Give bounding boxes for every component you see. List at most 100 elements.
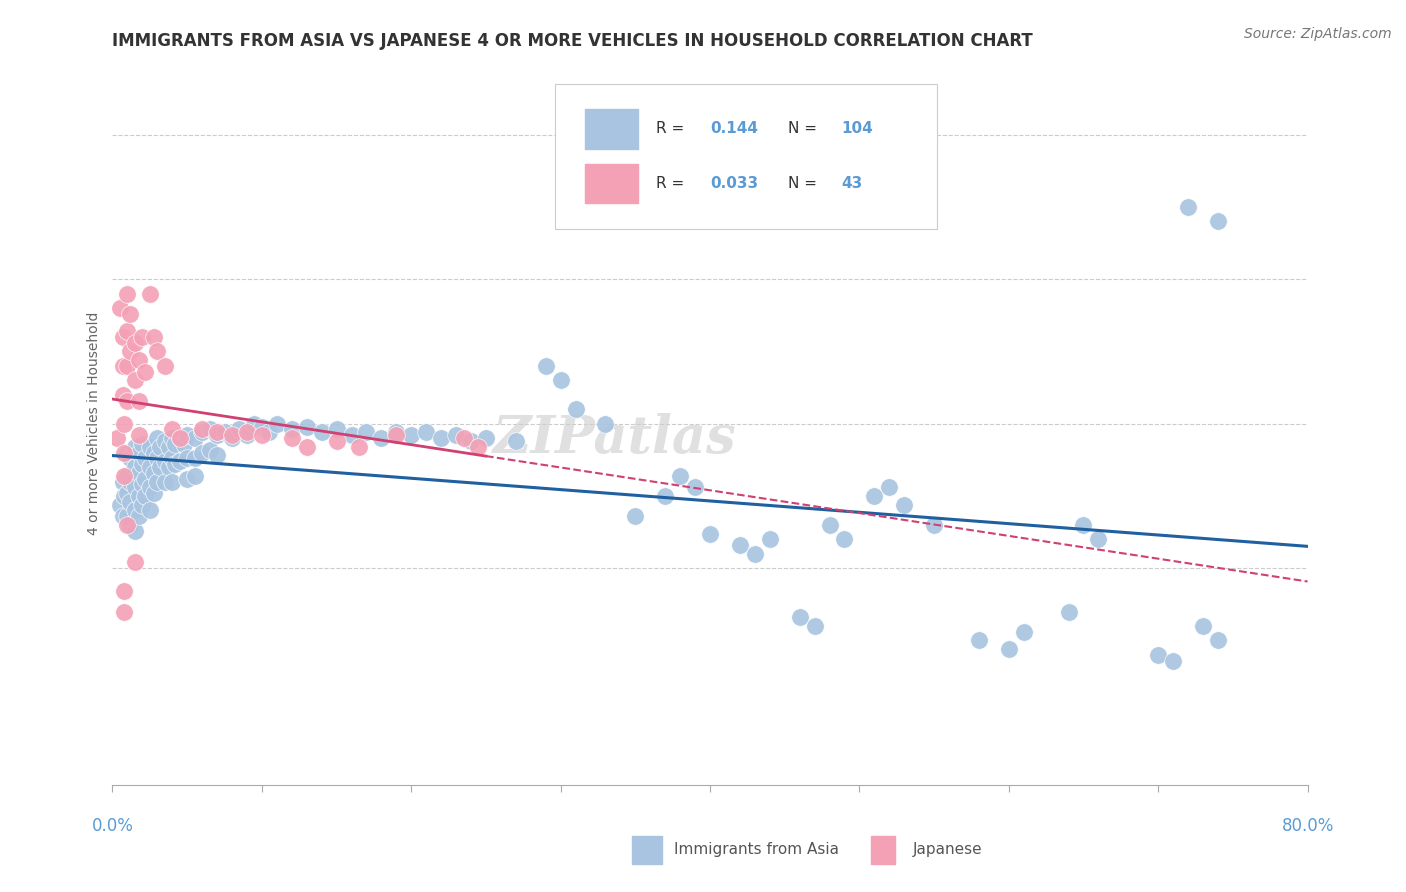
Text: Immigrants from Asia: Immigrants from Asia <box>675 842 839 857</box>
Text: Source: ZipAtlas.com: Source: ZipAtlas.com <box>1244 27 1392 41</box>
Bar <box>585 110 638 149</box>
Point <box>120 517 142 532</box>
Point <box>143 486 166 500</box>
Point <box>243 417 266 431</box>
Point <box>128 353 150 368</box>
Point <box>124 335 146 350</box>
Point <box>444 428 467 442</box>
Y-axis label: 4 or more Vehicles in Household: 4 or more Vehicles in Household <box>87 312 101 535</box>
Point <box>139 440 162 454</box>
Point <box>281 431 304 445</box>
Point <box>114 605 135 619</box>
Point <box>998 642 1021 657</box>
Point <box>370 431 392 445</box>
Point <box>191 425 214 440</box>
Point <box>117 486 139 500</box>
Point <box>863 489 886 503</box>
Point <box>205 425 228 440</box>
Point <box>1073 517 1095 532</box>
Point <box>165 437 187 451</box>
Point <box>143 466 166 480</box>
Point <box>169 454 191 468</box>
Point <box>295 419 318 434</box>
Point <box>266 417 288 431</box>
Point <box>149 440 172 454</box>
Point <box>624 509 647 524</box>
Point <box>893 498 915 512</box>
Point <box>105 431 128 445</box>
Point <box>139 286 162 301</box>
Point <box>143 330 166 344</box>
Point <box>214 425 236 440</box>
Point <box>183 431 205 445</box>
Point <box>124 556 146 570</box>
Point <box>340 428 363 442</box>
Point <box>281 422 304 436</box>
Point <box>120 344 142 359</box>
Point <box>165 457 187 471</box>
Point <box>250 419 273 434</box>
Point <box>108 498 131 512</box>
Text: N =: N = <box>787 176 821 191</box>
Point <box>128 509 150 524</box>
Point <box>131 498 153 512</box>
Point <box>124 503 146 517</box>
Point <box>198 442 221 457</box>
Point <box>153 454 176 468</box>
Point <box>117 468 139 483</box>
Point <box>111 359 134 373</box>
Point <box>139 503 162 517</box>
Text: 43: 43 <box>842 176 863 191</box>
Point <box>120 451 142 466</box>
Text: N =: N = <box>787 121 821 136</box>
Point <box>834 533 856 547</box>
Point <box>146 344 169 359</box>
Point <box>1147 648 1170 662</box>
Point <box>120 494 142 508</box>
Point <box>505 434 527 448</box>
Text: 80.0%: 80.0% <box>1281 817 1334 836</box>
Point <box>236 425 259 440</box>
Point <box>128 393 150 408</box>
Point <box>250 428 273 442</box>
Point <box>131 477 153 491</box>
Point <box>183 451 205 466</box>
Point <box>221 431 243 445</box>
Point <box>534 359 557 373</box>
Point <box>467 440 489 454</box>
Point <box>176 451 198 466</box>
Point <box>117 286 139 301</box>
Bar <box>872 836 896 864</box>
Point <box>143 445 166 459</box>
Point <box>295 440 318 454</box>
Point <box>128 428 150 442</box>
Point <box>259 425 281 440</box>
Point <box>564 402 586 417</box>
Point <box>205 428 228 442</box>
Point <box>146 451 169 466</box>
Point <box>111 475 134 489</box>
Point <box>131 457 153 471</box>
Point <box>401 428 423 442</box>
Text: R =: R = <box>657 121 689 136</box>
Point <box>149 460 172 475</box>
Point <box>1012 624 1035 639</box>
Point <box>1161 654 1184 668</box>
Text: 0.033: 0.033 <box>710 176 758 191</box>
Point <box>124 460 146 475</box>
Point <box>124 373 146 387</box>
Point <box>117 445 139 459</box>
Point <box>967 633 990 648</box>
Bar <box>585 163 638 203</box>
Point <box>134 489 156 503</box>
Point <box>124 524 146 538</box>
Point <box>134 472 156 486</box>
Point <box>228 422 250 436</box>
Text: 104: 104 <box>842 121 873 136</box>
Text: 0.144: 0.144 <box>710 121 758 136</box>
Point <box>114 489 135 503</box>
Point <box>117 517 139 532</box>
Point <box>162 431 183 445</box>
Point <box>550 373 572 387</box>
Point <box>128 466 150 480</box>
